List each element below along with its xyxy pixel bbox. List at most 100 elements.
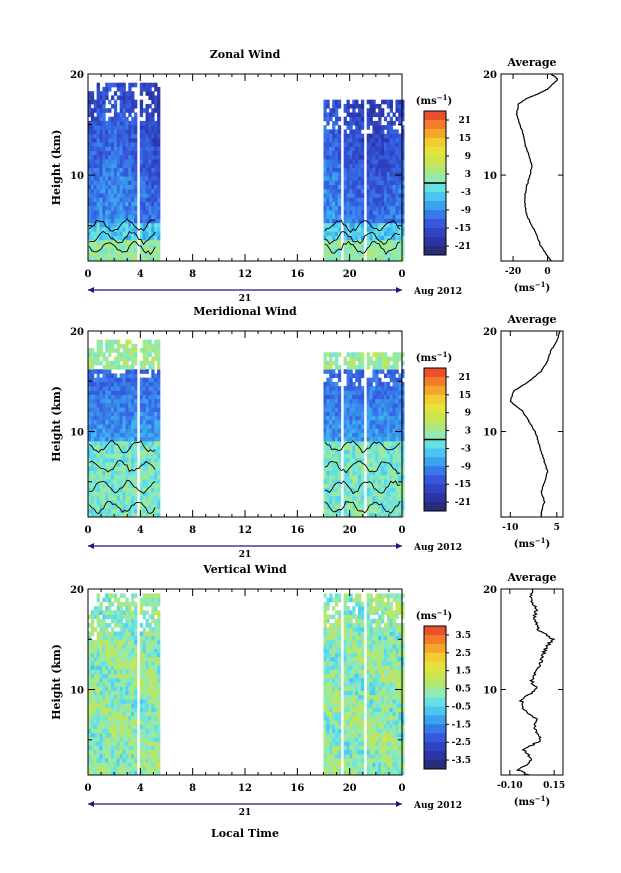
heatmap-cell [134,248,138,253]
heatmap-cell [381,478,385,484]
heatmap-cell [111,644,115,649]
heatmap-cell [99,103,103,109]
heatmap-cell [372,252,376,258]
heatmap-cell [108,762,112,767]
heatmap-cell [154,82,158,88]
heatmap-cell [128,466,132,471]
heatmap-cell [142,352,146,357]
heatmap-cell [145,449,149,455]
heatmap-cell [105,686,109,691]
heatmap-cell [398,201,402,207]
heatmap-cell [378,201,382,207]
heatmap-cell [346,159,350,164]
heatmap-cell [366,428,370,433]
heatmap-cell [392,244,396,249]
heatmap-cell [128,398,132,404]
heatmap-cell [346,462,350,467]
heatmap-cell [360,159,365,164]
heatmap-cell [131,381,135,387]
heatmap-cell [93,248,98,253]
heatmap-cell [372,364,376,370]
heatmap-cell [90,432,95,438]
heatmap-cell [134,601,138,607]
heatmap-cell [119,745,123,751]
heatmap-cell [119,462,123,467]
heatmap-cell [157,133,161,139]
heatmap-cell [139,256,144,262]
heatmap-cell [154,386,158,391]
heatmap-cell [383,411,388,417]
heatmap-cell [148,656,152,662]
colorbar-segment [424,439,446,449]
heatmap-cell [323,512,327,518]
heatmap-cell [157,201,161,207]
heatmap-cell [134,766,138,772]
heatmap-cell [378,512,382,518]
heatmap-cell [372,470,376,476]
heatmap-cell [326,205,330,211]
heatmap-cell [343,197,347,202]
heatmap-cell [139,419,144,425]
heatmap-cell [366,381,370,387]
heatmap-cell [383,445,388,450]
heatmap-cell [337,252,342,258]
heatmap-cell [113,698,118,704]
heatmap-cell [90,440,95,446]
heatmap-cell [145,635,149,641]
heatmap-cell [154,698,158,704]
heatmap-cell [151,644,155,649]
heatmap-cell [401,188,405,194]
heatmap-cell [366,377,370,383]
heatmap-cell [116,694,121,700]
heatmap-cell [142,256,146,262]
heatmap-cell [93,690,98,696]
heatmap-cell [358,495,362,501]
heatmap-cell [122,495,126,501]
heatmap-cell [131,686,135,691]
heatmap-cell [116,159,121,164]
unit-exponent: −1 [535,280,546,289]
heatmap-cell [383,150,388,156]
heatmap-cell [360,171,365,177]
heatmap-cell [111,394,115,400]
heatmap-cell [375,188,379,194]
colorbar-segment [424,120,446,130]
heatmap-cell [99,424,103,429]
heatmap-cell [366,256,370,262]
heatmap-cell [386,154,391,160]
heatmap-cell [142,652,146,658]
heatmap-cell [381,381,385,387]
heatmap-cell [116,720,121,725]
heatmap-cell [352,390,356,395]
heatmap-cell [131,715,135,721]
heatmap-cell [88,411,92,417]
heatmap-cell [389,449,393,455]
heatmap-cell [105,248,109,253]
heatmap-cell [122,627,126,632]
heatmap-cell [113,622,118,628]
heatmap-cell [346,478,350,484]
heatmap-cell [90,724,95,729]
heatmap-cell [128,120,132,126]
heatmap-cell [88,732,92,738]
heatmap-cell [102,483,106,488]
heatmap-cell [392,356,396,362]
heatmap-cell [142,470,146,476]
unit-exponent: −1 [535,536,546,545]
heatmap-cell [142,184,146,190]
heatmap-cell [343,445,347,450]
heatmap-cell [105,487,109,493]
heatmap-cell [111,180,115,185]
heatmap-cell [131,197,135,202]
heatmap-cell [142,639,146,645]
heatmap-cell [93,686,98,691]
heatmap-cell [119,167,123,173]
heatmap-cell [131,660,135,666]
heatmap-cell [392,201,396,207]
heatmap-cell [401,500,405,505]
heatmap-cell [105,758,109,763]
heatmap-cell [125,432,129,438]
heatmap-cell [128,205,132,211]
heatmap-cell [113,694,118,700]
